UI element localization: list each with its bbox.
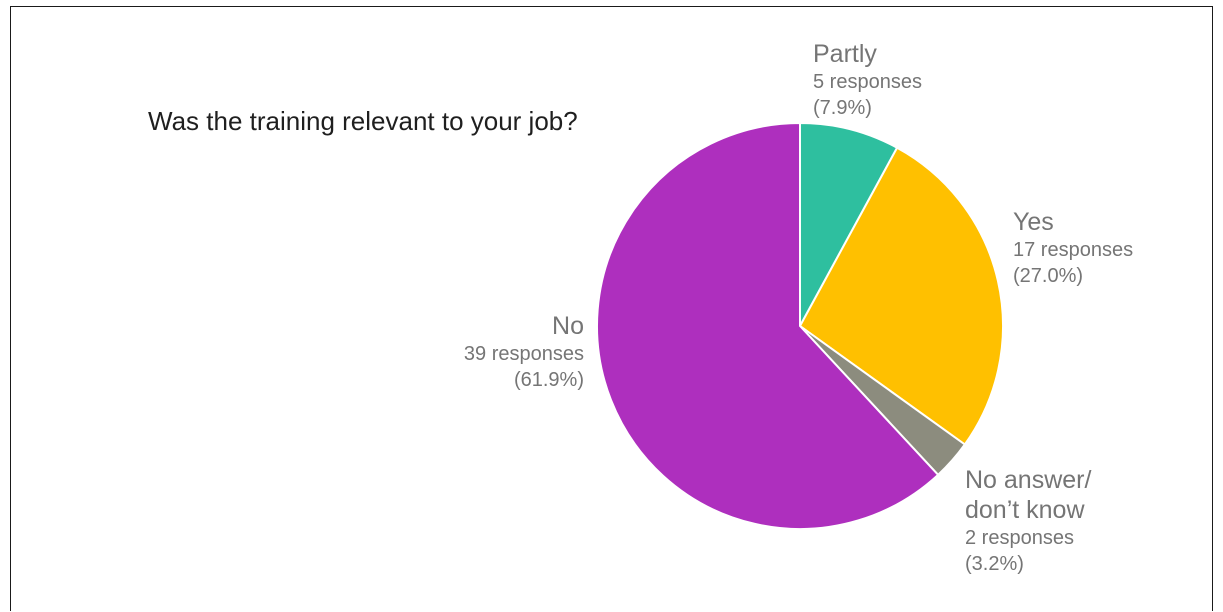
slice-percent-yes: (27.0%) <box>1013 265 1083 287</box>
slice-name-yes: Yes <box>1013 208 1054 236</box>
slice-name-no-answer-don-t-know-line-2: don’t know <box>965 496 1085 524</box>
slice-name-no: No <box>552 312 584 340</box>
slice-label-partly: Partly 5 responses (7.9%) <box>813 40 922 119</box>
slice-label-no: No 39 responses (61.9%) <box>464 312 584 391</box>
pie-slice-yes <box>798 146 1004 446</box>
slice-label-no-answer-don-t-know: No answer/don’t know 2 responses (3.2%) <box>965 466 1091 575</box>
slice-name-no-answer-don-t-know-line-1: No answer/ <box>965 466 1091 494</box>
pie-slice-partly <box>799 121 899 327</box>
pie-slice-no <box>596 121 940 530</box>
slice-percent-partly: (7.9%) <box>813 97 872 119</box>
slice-percent-no-answer-don-t-know: (3.2%) <box>965 553 1024 575</box>
slice-count-no-answer-don-t-know: 2 responses <box>965 527 1074 549</box>
slice-name-partly: Partly <box>813 40 877 68</box>
slice-count-no: 39 responses <box>464 343 584 365</box>
chart-title: Was the training relevant to your job? <box>148 106 578 136</box>
slice-count-partly: 5 responses <box>813 71 922 93</box>
slice-percent-no: (61.9%) <box>514 369 584 391</box>
slice-count-yes: 17 responses <box>1013 239 1133 261</box>
slice-label-yes: Yes 17 responses (27.0%) <box>1013 208 1133 287</box>
